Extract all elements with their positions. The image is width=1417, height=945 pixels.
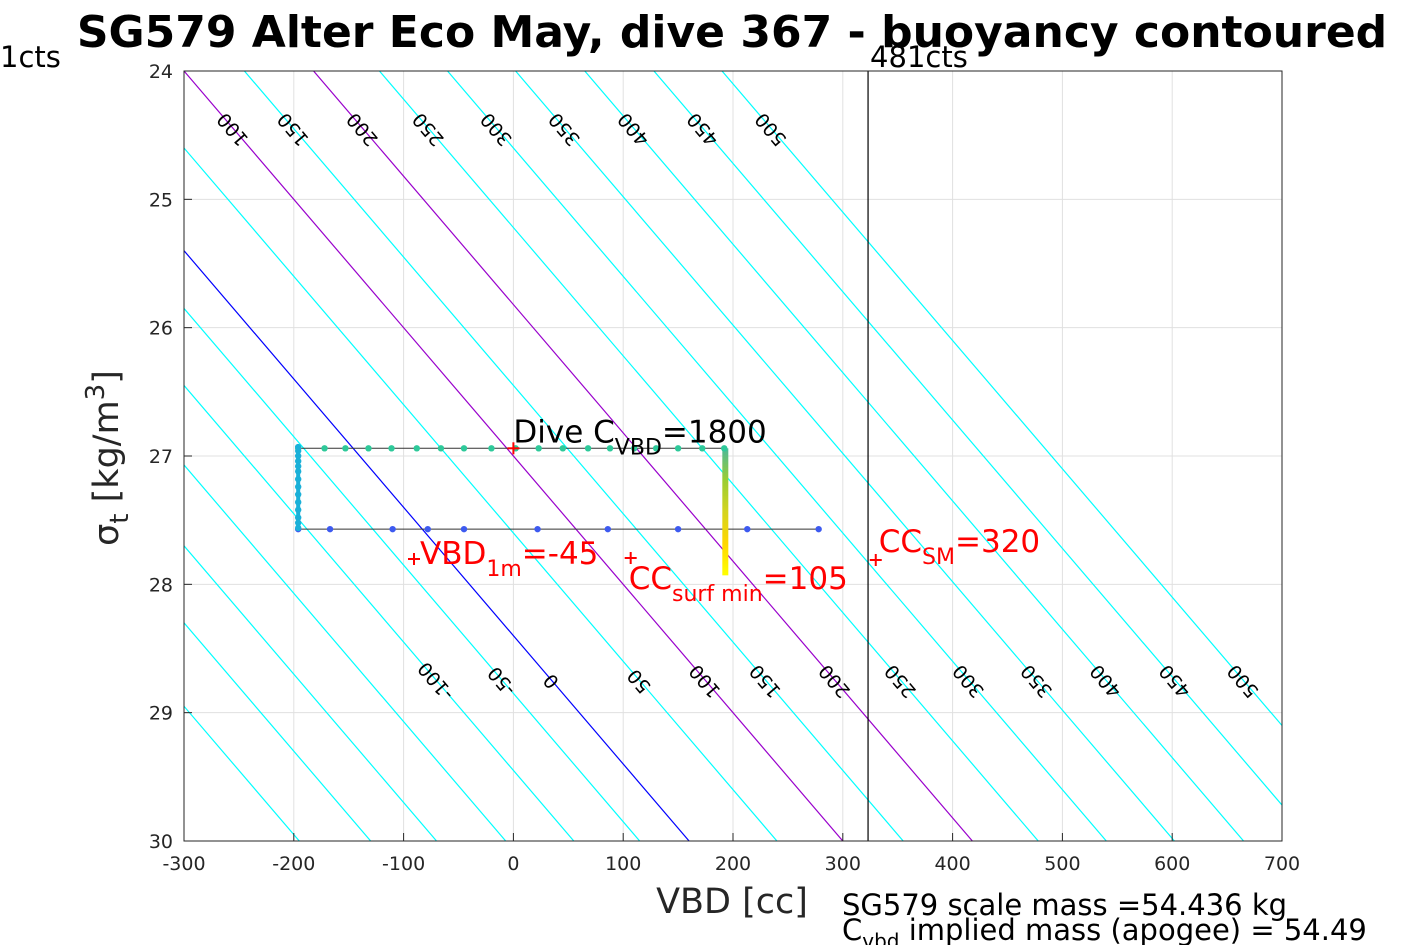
upper-track-point [460, 445, 468, 452]
left-column-point [294, 463, 302, 470]
lower-track-point [604, 525, 612, 533]
lower-track-point [424, 525, 431, 533]
left-column-point [294, 524, 302, 532]
lower-track-point [744, 525, 751, 533]
upper-track-point [535, 445, 542, 452]
contour-line [184, 147, 778, 841]
left-column-point [294, 491, 302, 498]
contour-line [184, 307, 641, 841]
counts-line-group: 1cts 481cts [0, 40, 968, 841]
x-tick-label: -300 [162, 853, 205, 875]
lower-track-point [674, 525, 682, 533]
contour-line [447, 71, 1107, 841]
contour-line [515, 71, 1175, 841]
upper-track-point [652, 445, 660, 452]
left-column-point [294, 452, 302, 460]
contour-line [184, 544, 437, 841]
y-tick-label: 29 [149, 703, 173, 725]
surface-bar [722, 448, 729, 576]
contour-line [184, 249, 690, 841]
upper-track-point [342, 445, 349, 452]
lower-track-point [389, 525, 396, 533]
x-tick-label: 500 [1044, 853, 1080, 875]
counts-label-right: 481cts [870, 40, 968, 74]
lower-track-point [460, 525, 468, 533]
contour-line [378, 71, 1039, 841]
x-tick-label: 100 [605, 853, 641, 875]
contour-line [184, 71, 844, 841]
contour-line [184, 464, 507, 841]
upper-track-point [321, 445, 328, 452]
x-tick-label: 0 [507, 853, 519, 875]
left-column-point [294, 447, 302, 455]
left-column-point [294, 499, 302, 506]
marker-group: Dive CVBD=1800 VBD1m=-45 CCsurf min=105 CCS… [407, 414, 1040, 607]
counts-label-left: 1cts [0, 40, 61, 74]
left-column-point [294, 514, 302, 521]
upper-track-point [413, 445, 420, 452]
cc-sm-label: CCSM=320 [879, 524, 1040, 570]
axes: -300 -200 -100 0 100 200 300 400 500 600 700 24 25 26… [149, 61, 1300, 875]
y-tick-label: 26 [149, 318, 173, 340]
vbd-1m-label: VBD1m=-45 [420, 536, 598, 582]
y-tick-label: 24 [149, 61, 173, 83]
x-tick-label: -100 [382, 853, 425, 875]
x-axis-label: VBD [cc] [656, 882, 808, 922]
upper-track-point [437, 445, 445, 452]
upper-track-point [388, 445, 395, 452]
contour-line [584, 71, 1245, 841]
y-tick-label: 25 [149, 189, 173, 211]
x-tick-label: 400 [934, 853, 970, 875]
left-column-point [294, 457, 302, 465]
y-tick-label: 28 [149, 574, 173, 596]
dive-cvbd-label: Dive CVBD=1800 [513, 414, 766, 460]
upper-track-point [584, 445, 592, 452]
lower-track-point [326, 525, 334, 533]
contour-line [653, 71, 1282, 806]
lower-track-point [815, 525, 822, 533]
upper-track-point [606, 445, 614, 452]
upper-track-point [559, 445, 567, 452]
y-axis-label: σt [kg/m3] [81, 370, 135, 546]
left-column-point [294, 519, 302, 526]
upper-track-point [630, 445, 638, 452]
contour-lines [184, 71, 1282, 841]
y-tick-label: 30 [149, 831, 173, 853]
upper-track-point [721, 445, 728, 452]
upper-track-point [674, 445, 682, 452]
dive-tracks [294, 443, 822, 576]
upper-track-point [365, 445, 372, 452]
contour-line [721, 71, 1282, 727]
x-tick-label: 200 [715, 853, 751, 875]
x-tick-label: -200 [272, 853, 315, 875]
upper-track-point [488, 445, 495, 452]
left-column-point [294, 483, 302, 490]
footer-implied-mass: Cvbd implied mass (apogee) = 54.49 [842, 913, 1367, 945]
footer-scale-mass: SG579 scale mass =54.436 kg [842, 888, 1287, 922]
x-tick-label: 600 [1154, 853, 1190, 875]
y-tick-label: 27 [149, 446, 173, 468]
contour-line [184, 621, 372, 841]
contour-line [313, 71, 973, 841]
left-column-point [294, 475, 302, 483]
left-column-point [294, 468, 302, 475]
left-column-point [294, 506, 302, 514]
upper-track-point [699, 445, 706, 452]
x-tick-label: 300 [825, 853, 861, 875]
lower-track-point [534, 525, 541, 533]
contour-labels: 100 150 200 250 300 350 400 450 500-100 -50 0 50 100… [213, 108, 1263, 704]
cc-surf-min-label: CCsurf min=105 [629, 561, 848, 607]
contour-line [184, 384, 575, 841]
contour-line [243, 71, 904, 841]
chart-title: SG579 Alter Eco May, dive 367 - buoyancy… [77, 7, 1387, 58]
x-tick-label: 700 [1264, 853, 1300, 875]
